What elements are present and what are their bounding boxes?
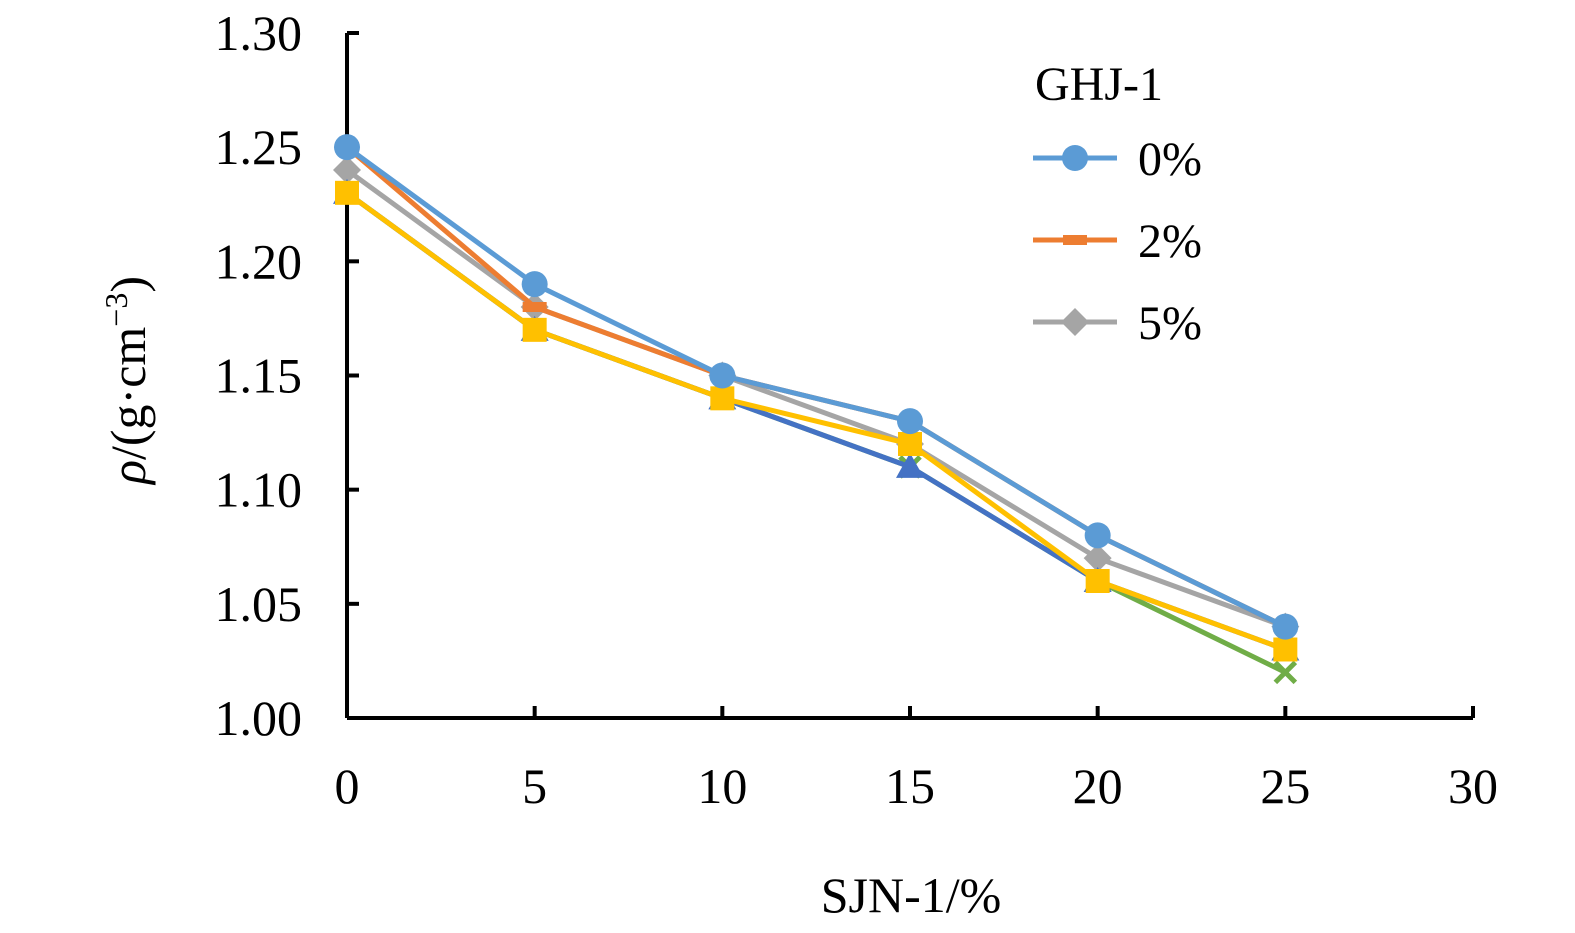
legend-entry: 5%: [1033, 297, 1202, 350]
data-point: [1273, 637, 1298, 662]
legend-entry: 2%: [1033, 215, 1202, 268]
data-point: [522, 317, 547, 342]
y-tick-label: 1.15: [215, 348, 303, 404]
x-tick-label: 25: [1260, 758, 1310, 814]
data-point: [710, 386, 735, 411]
series-unlabeled-3: [335, 180, 1298, 662]
legend-marker: [1061, 308, 1089, 336]
y-tick-label: 1.25: [215, 119, 303, 175]
x-tick-label: 0: [335, 758, 360, 814]
y-axis-label: ρ/(g·cm−3): [98, 276, 156, 486]
series-line: [345, 167, 1287, 630]
data-point: [709, 362, 736, 389]
data-point: [522, 302, 547, 312]
legend-label: 2%: [1138, 215, 1202, 268]
x-tick-label: 15: [885, 758, 935, 814]
x-axis-label: SJN-1/%: [821, 867, 1002, 923]
x-tick-label: 5: [522, 758, 547, 814]
legend-label: 0%: [1138, 133, 1202, 186]
data-point: [898, 432, 922, 456]
data-point: [335, 180, 359, 205]
series-0pct: [334, 134, 1299, 640]
x-tick-label: 30: [1448, 758, 1498, 814]
tick-labels: 1.00 1.05 1.10 1.15 1.20 1.25 1.30 0 5 10 15 20 25 30: [215, 5, 1499, 814]
data-point: [1085, 569, 1110, 593]
legend-title: GHJ-1: [1035, 58, 1163, 111]
legend-label: 5%: [1138, 297, 1202, 350]
data-point: [521, 271, 548, 298]
series-line: [345, 145, 1287, 629]
data-point: [896, 452, 924, 478]
legend-marker: [1063, 235, 1087, 245]
data-point: [333, 156, 361, 184]
data-point: [897, 408, 923, 435]
y-tick-label: 1.05: [215, 576, 303, 632]
axes: [345, 31, 1475, 720]
y-tick-label: 1.00: [215, 690, 303, 746]
y-tick-label: 1.20: [215, 233, 303, 289]
legend-marker: [1062, 145, 1088, 171]
x-tick-label: 20: [1073, 758, 1123, 814]
legend-entry: 0%: [1033, 133, 1202, 186]
x-tick-label: 10: [697, 758, 747, 814]
data-point: [334, 134, 360, 161]
legend: GHJ-1 0% 2% 5%: [1033, 58, 1202, 350]
plot-area: [333, 134, 1300, 685]
y-tick-label: 1.10: [215, 462, 303, 518]
series-line: [345, 190, 1287, 652]
y-tick-label: 1.30: [215, 5, 303, 61]
data-point: [1084, 522, 1111, 549]
x-marker-stroke: [1273, 660, 1298, 685]
data-point: [1272, 613, 1299, 640]
data-point: [1273, 660, 1298, 685]
data-point: [1083, 544, 1112, 573]
